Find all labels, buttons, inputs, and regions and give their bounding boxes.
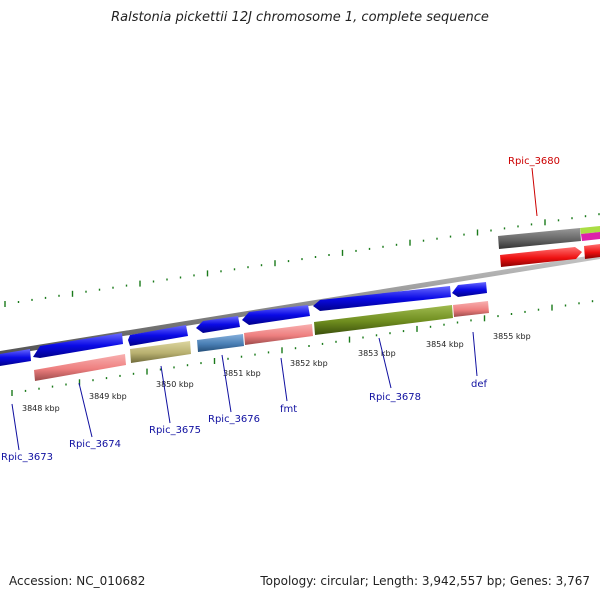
- map-title: Ralstonia pickettii 12J chromosome 1, co…: [111, 10, 489, 25]
- label-leader: [378, 337, 392, 389]
- cds-feature[interactable]: [33, 333, 123, 358]
- cds-feature[interactable]: [196, 316, 240, 333]
- label-leader: [11, 403, 20, 451]
- label-leader: [531, 167, 538, 217]
- scale-label: 3848 kbp: [22, 404, 60, 413]
- gene-row-upper: [34, 301, 489, 381]
- gene-label[interactable]: Rpic_3674: [69, 439, 121, 450]
- chromosome-backbone: [0, 254, 600, 356]
- gene-feature[interactable]: [580, 226, 600, 234]
- gene-label[interactable]: fmt: [280, 404, 297, 415]
- accession-text: Accession: NC_010682: [9, 574, 146, 588]
- cds-feature[interactable]: [128, 325, 188, 346]
- scale-label: 3854 kbp: [426, 340, 464, 349]
- cds-row-upper: [0, 282, 487, 366]
- gene-label[interactable]: Rpic_3676: [208, 414, 260, 425]
- gene-labels: Rpic_3673 Rpic_3674 Rpic_3675 Rpic_3676 …: [1, 156, 560, 463]
- gene-feature[interactable]: [130, 341, 191, 363]
- label-leader: [280, 357, 288, 402]
- gene-feature[interactable]: [581, 232, 600, 241]
- label-leader: [160, 365, 171, 424]
- gene-feature[interactable]: [34, 354, 126, 381]
- inner-tick-track: [11, 300, 594, 396]
- gene-label[interactable]: Rpic_3678: [369, 392, 421, 403]
- cds-feature[interactable]: [452, 282, 487, 297]
- gene-feature[interactable]: [244, 324, 313, 345]
- gene-feature[interactable]: [314, 305, 453, 335]
- cds-feature[interactable]: [242, 305, 310, 325]
- gene-feature[interactable]: [498, 228, 581, 249]
- cds-feature[interactable]: [500, 247, 582, 267]
- outer-tick-track: [4, 213, 600, 307]
- scale-label: 3855 kbp: [493, 332, 531, 341]
- gene-feature[interactable]: [197, 334, 244, 352]
- gene-label[interactable]: def: [471, 379, 488, 390]
- gene-label[interactable]: Rpic_3673: [1, 452, 53, 463]
- gene-row-lower: [498, 226, 600, 267]
- label-leaders: [11, 167, 538, 451]
- gene-label[interactable]: Rpic_3675: [149, 425, 201, 436]
- scale-label: 3849 kbp: [89, 392, 127, 401]
- label-leader: [221, 354, 232, 413]
- scale-label: 3852 kbp: [290, 359, 328, 368]
- cds-feature[interactable]: [584, 244, 600, 259]
- scale-label: 3853 kbp: [358, 349, 396, 358]
- scale-label: 3851 kbp: [223, 369, 261, 378]
- summary-text: Topology: circular; Length: 3,942,557 bp…: [260, 574, 590, 588]
- gene-label[interactable]: Rpic_3680: [508, 156, 560, 167]
- label-leader: [472, 331, 478, 377]
- cds-feature[interactable]: [0, 349, 31, 366]
- cds-feature[interactable]: [313, 286, 451, 311]
- label-leader: [78, 382, 93, 438]
- gene-feature[interactable]: [453, 301, 489, 317]
- scale-labels: 3848 kbp 3849 kbp 3850 kbp 3851 kbp 3852…: [22, 332, 531, 413]
- scale-label: 3850 kbp: [156, 380, 194, 389]
